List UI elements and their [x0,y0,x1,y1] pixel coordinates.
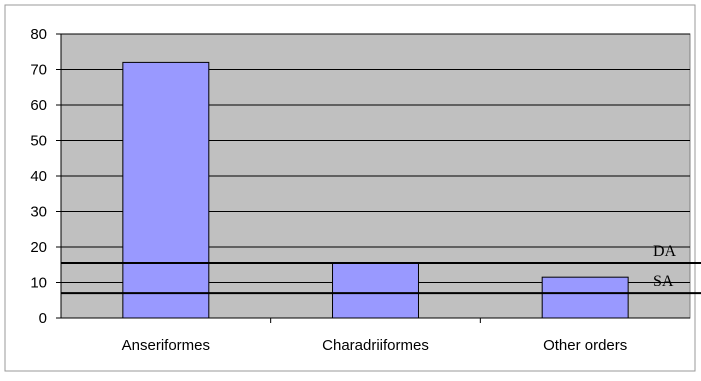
y-tick-label: 50 [30,133,47,150]
reference-line-label: DA [653,243,677,260]
reference-lines: DA SA [61,243,701,295]
y-axis-ticks: 0 10 20 30 40 50 60 70 80 [30,26,61,327]
y-tick-label: 40 [30,168,47,185]
y-tick-label: 70 [30,62,47,79]
bars [122,61,629,319]
y-tick-label: 80 [30,26,47,43]
y-tick-label: 60 [30,97,47,114]
bar [541,276,629,319]
x-tick-label: Charadriiformes [322,337,429,354]
y-tick-label: 10 [30,275,47,292]
x-tick-label: Other orders [543,337,627,354]
bar [332,262,419,319]
y-tick-label: 20 [30,239,47,256]
y-tick-label: 30 [30,204,47,221]
x-axis-ticks: Anseriformes Charadriiformes Other orders [122,318,627,354]
x-tick-label: Anseriformes [122,337,210,354]
y-tick-label: 0 [39,310,47,327]
bar [122,61,210,319]
reference-line-label: SA [653,273,674,290]
